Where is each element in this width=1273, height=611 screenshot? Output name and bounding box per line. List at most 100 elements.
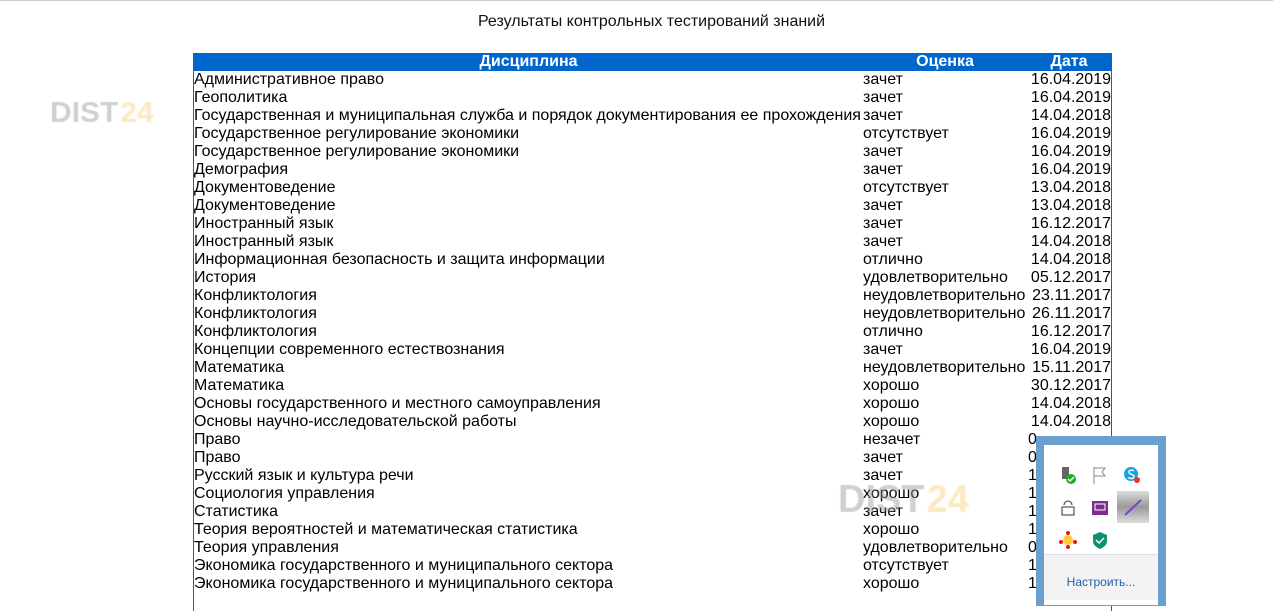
cell-discipline: Математика — [194, 377, 285, 394]
table-row: Теория вероятностей и математическая ста… — [194, 521, 1112, 539]
cell-discipline: Основы научно-исследовательской работы — [194, 413, 517, 430]
cell-discipline: Государственная и муниципальная служба и… — [194, 107, 861, 124]
cell-grade: неудовлетворительно — [863, 287, 1026, 304]
cell-date: 16.04.2019 — [1030, 125, 1111, 142]
tray-divider — [1044, 554, 1158, 600]
cell-discipline: Конфликтология — [194, 305, 317, 322]
cell-grade: неудовлетворительно — [863, 359, 1026, 376]
table-row: Административное право зачет 16.04.2019 — [194, 71, 1112, 89]
table-row: Математика хорошо 30.12.2017 — [194, 377, 1112, 395]
cell-discipline: Статистика — [194, 503, 279, 520]
presentation-icon[interactable] — [1087, 495, 1113, 521]
cell-date: 13.04.2018 — [1030, 179, 1111, 196]
sun-app-icon[interactable] — [1055, 527, 1081, 553]
results-table: Дисциплина Оценка Дата Административное … — [193, 53, 1112, 611]
cell-date: 13.04.2018 — [1030, 197, 1111, 214]
cell-discipline: Информационная безопасность и защита инф… — [194, 251, 605, 268]
cell-grade: зачет — [863, 161, 903, 178]
skype-icon[interactable] — [1119, 462, 1145, 488]
table-row: Экономика государственного и муниципальн… — [194, 575, 1112, 593]
customize-link[interactable]: Настроить... — [1066, 575, 1136, 589]
cell-discipline: Право — [194, 431, 241, 448]
cell-grade: хорошо — [863, 377, 920, 394]
cell-grade — [863, 593, 1027, 611]
top-border — [0, 0, 1273, 1]
table-row: Конфликтология неудовлетворительно 26.11.2… — [194, 305, 1112, 323]
cell-grade: неудовлетворительно — [863, 305, 1026, 322]
cell-grade: зачет — [863, 143, 903, 160]
cell-discipline: Экономика государственного и муниципальн… — [194, 557, 614, 574]
table-row: Геополитика зачет 16.04.2019 — [194, 89, 1112, 107]
cell-grade: хорошо — [863, 413, 920, 430]
table-row: Иностранный язык зачет 16.12.2017 — [194, 215, 1112, 233]
cell-grade: отсутствует — [863, 125, 949, 142]
table-row: Конфликтология отлично 16.12.2017 — [194, 323, 1112, 341]
cell-date: 30.12.2017 — [1030, 377, 1111, 394]
cell-discipline: Документоведение — [194, 197, 336, 214]
cell-date: 1 — [1028, 485, 1037, 502]
cell-date: 1 — [1028, 503, 1037, 520]
pen-icon[interactable] — [1117, 491, 1149, 523]
cell-grade: зачет — [863, 449, 903, 466]
cell-discipline — [194, 593, 864, 611]
watermark-logo — [50, 97, 170, 137]
table-row: Статистика зачет 1 — [194, 503, 1112, 521]
page-title: Результаты контрольных тестирований знан… — [477, 13, 826, 30]
cell-date: 1 — [1028, 467, 1037, 484]
table-row: Документоведение зачет 13.04.2018 — [194, 197, 1112, 215]
cell-grade: зачет — [863, 89, 903, 106]
cell-date: 14.04.2018 — [1030, 107, 1111, 124]
cell-discipline: Социология управления — [194, 485, 375, 502]
cell-discipline: Экономика государственного и муниципальн… — [194, 575, 614, 592]
table-row: Теория управления удовлетворительно 0 — [194, 539, 1112, 557]
cell-grade: зачет — [863, 467, 903, 484]
cell-discipline: Государственное регулирование экономики — [194, 125, 520, 142]
cell-date: 16.04.2019 — [1030, 143, 1111, 160]
cell-grade: удовлетворительно — [863, 269, 1008, 286]
cell-discipline: Теория управления — [194, 539, 339, 556]
cell-discipline: Административное право — [194, 71, 385, 88]
cell-date: 0 — [1028, 539, 1037, 556]
cell-grade: отлично — [863, 323, 923, 340]
table-row: Право незачет 0 — [194, 431, 1112, 449]
table-row: Основы государственного и местного самоу… — [194, 395, 1112, 413]
cell-discipline: История — [194, 269, 257, 286]
table-row: История удовлетворительно 05.12.2017 — [194, 269, 1112, 287]
cell-discipline: Математика — [194, 359, 285, 376]
cell-grade: отлично — [863, 251, 923, 268]
header-date: Дата — [1027, 53, 1112, 71]
cell-discipline: Конфликтология — [194, 287, 317, 304]
action-center-flag-icon[interactable] — [1087, 462, 1113, 488]
table-row: Русский язык и культура речи зачет 1 — [194, 467, 1112, 485]
cell-grade: зачет — [863, 233, 903, 250]
header-discipline: Дисциплина — [193, 53, 863, 71]
cell-grade: отсутствует — [863, 557, 949, 574]
cell-grade: отсутствует — [863, 179, 949, 196]
cell-date: 16.04.2019 — [1030, 161, 1111, 178]
table-row: Математика неудовлетворительно 15.11.2017 — [194, 359, 1112, 377]
table-row: Демография зачет 16.04.2019 — [194, 161, 1112, 179]
cell-discipline: Основы государственного и местного самоу… — [194, 395, 601, 412]
cell-date: 05.12.2017 — [1030, 269, 1111, 286]
cell-grade: зачет — [863, 215, 903, 232]
tray-overflow-popup: Настроить... — [1036, 436, 1166, 606]
table-header: Дисциплина Оценка Дата — [193, 53, 1112, 71]
table-row: Социология управления хорошо 1 — [194, 485, 1112, 503]
cell-discipline: Геополитика — [194, 89, 288, 106]
cell-discipline: Документоведение — [194, 179, 336, 196]
cell-discipline: Право — [194, 449, 241, 466]
cell-date: 15.11.2017 — [1032, 359, 1111, 376]
antivirus-shield-icon[interactable] — [1087, 527, 1113, 553]
cell-date: 14.04.2018 — [1030, 251, 1111, 268]
cell-grade: хорошо — [863, 575, 920, 592]
cell-date: 16.12.2017 — [1030, 215, 1111, 232]
usb-safe-remove-icon[interactable] — [1055, 462, 1081, 488]
cell-date: 14.04.2018 — [1030, 413, 1111, 430]
table-row: Государственная и муниципальная служба и… — [194, 107, 1112, 125]
cell-discipline: Русский язык и культура речи — [194, 467, 414, 484]
cell-date: 14.04.2018 — [1030, 395, 1111, 412]
cell-discipline: Иностранный язык — [194, 215, 334, 232]
table-row: Основы научно-исследовательской работы хо… — [194, 413, 1112, 431]
cell-date: 26.11.2017 — [1032, 305, 1111, 322]
network-printer-icon[interactable] — [1055, 495, 1081, 521]
